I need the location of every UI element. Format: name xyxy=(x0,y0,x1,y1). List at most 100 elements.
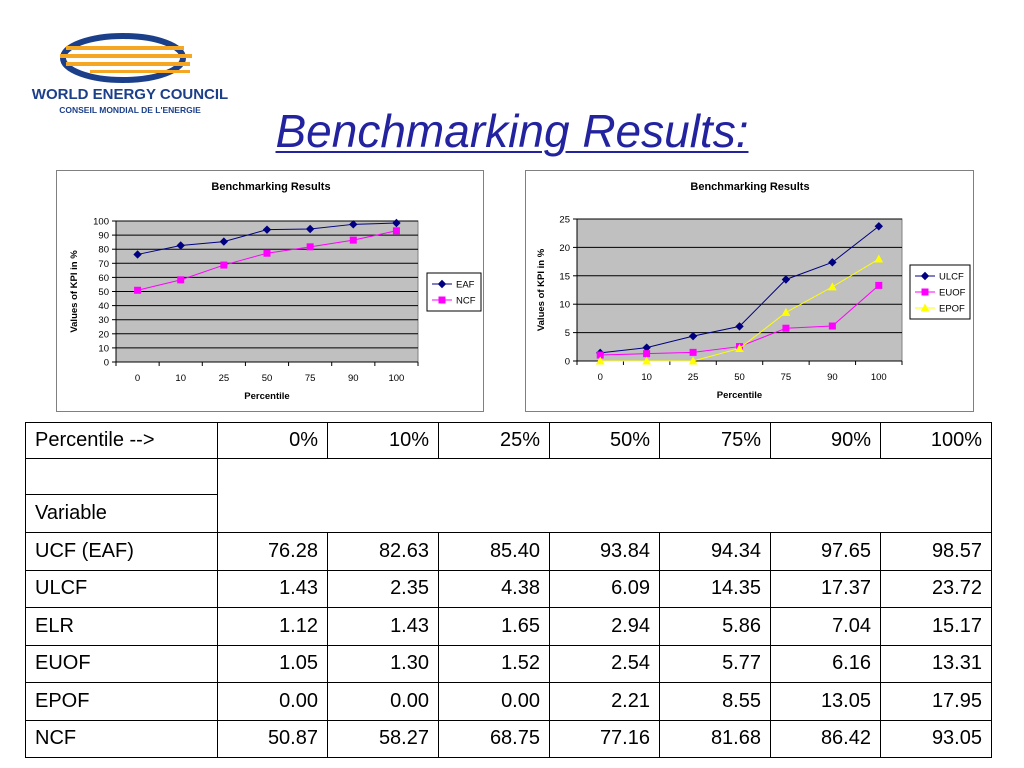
x-tick-label: 10 xyxy=(641,372,652,383)
value-cell: 1.05 xyxy=(217,644,328,683)
data-point xyxy=(306,243,314,251)
data-point xyxy=(219,237,229,246)
table-row: NCF 50.87 58.27 68.75 77.16 81.68 86.42 93.05 xyxy=(25,719,992,758)
table-spacer-row xyxy=(25,458,992,533)
y-tick-label: 0 xyxy=(104,358,109,369)
value-cell: 93.05 xyxy=(880,719,992,758)
percentile-header: 50% xyxy=(549,422,660,459)
org-subtitle: CONSEIL MONDIAL DE L'ENERGIE xyxy=(59,105,201,115)
value-cell: 1.12 xyxy=(217,607,328,646)
value-cell: 50.87 xyxy=(217,719,328,758)
globe-logo-icon xyxy=(60,33,192,83)
legend-marker xyxy=(920,271,930,281)
chart-eaf-ncf: Benchmarking Results 0 10 20 30 40 50 60 70 80 90 1… xyxy=(56,170,484,412)
data-point xyxy=(263,249,271,257)
legend-marker xyxy=(437,279,447,289)
value-cell: 77.16 xyxy=(549,719,660,758)
value-cell: 82.63 xyxy=(327,532,439,571)
percentile-header: 25% xyxy=(438,422,550,459)
spacer-cell xyxy=(25,458,218,495)
value-cell: 0.00 xyxy=(217,682,328,721)
data-point xyxy=(735,322,744,331)
value-cell: 15.17 xyxy=(880,607,992,646)
merged-empty-cell xyxy=(217,458,992,533)
x-axis-label: Percentile xyxy=(717,390,762,401)
legend-box xyxy=(426,272,482,312)
value-cell: 6.16 xyxy=(770,644,881,683)
plot-area xyxy=(576,218,903,362)
value-cell: 76.28 xyxy=(217,532,328,571)
x-tick-label: 75 xyxy=(305,373,316,384)
variable-name-cell: ULCF xyxy=(25,569,218,608)
data-point xyxy=(176,241,185,250)
table-row: ULCF 1.43 2.35 4.38 6.09 14.35 17.37 23.72 xyxy=(25,569,992,608)
data-point xyxy=(392,227,400,235)
wec-logo: WORLD ENERGY COUNCIL CONSEIL MONDIAL DE … xyxy=(30,32,230,122)
page-title: Benchmarking Results: xyxy=(275,105,749,157)
y-tick-label: 10 xyxy=(98,343,109,354)
table-row: ELR 1.12 1.43 1.65 2.94 5.86 7.04 15.17 xyxy=(25,607,992,646)
value-cell: 1.52 xyxy=(438,644,550,683)
value-cell: 86.42 xyxy=(770,719,881,758)
data-point xyxy=(781,307,791,316)
data-point xyxy=(689,348,697,356)
value-cell: 58.27 xyxy=(327,719,439,758)
data-point xyxy=(875,281,883,289)
kpi-table: Percentile --> 0% 10% 25% 50% 75% 90% 10… xyxy=(25,422,992,758)
data-point xyxy=(828,322,836,330)
value-cell: 93.84 xyxy=(549,532,660,571)
percentile-header: 90% xyxy=(770,422,881,459)
data-point xyxy=(781,275,791,284)
percentile-header: 10% xyxy=(327,422,439,459)
value-cell: 2.35 xyxy=(327,569,439,608)
legend-label: ULCF xyxy=(939,272,964,283)
data-point xyxy=(874,254,884,263)
data-point xyxy=(642,356,651,365)
y-tick-label: 10 xyxy=(559,300,570,311)
data-point xyxy=(392,218,401,228)
value-cell: 23.72 xyxy=(880,569,992,608)
data-point xyxy=(643,350,651,358)
value-cell: 5.86 xyxy=(659,607,771,646)
value-cell: 13.31 xyxy=(880,644,992,683)
variable-header-row: Variable xyxy=(25,494,992,533)
value-cell: 1.43 xyxy=(217,569,328,608)
legend-marker xyxy=(920,303,930,312)
x-tick-label: 90 xyxy=(348,373,359,384)
chart-ulcf-euof-epof-svg: Benchmarking Results 0 5 10 15 20 25 0 10 25 50 75 9… xyxy=(536,181,971,401)
value-cell: 1.43 xyxy=(327,607,439,646)
legend-label: EAF xyxy=(456,280,475,291)
data-point xyxy=(177,276,185,284)
table-row: EUOF 1.05 1.30 1.52 2.54 5.77 6.16 13.31 xyxy=(25,644,992,683)
y-tick-label: 0 xyxy=(565,357,570,368)
data-point xyxy=(133,250,142,259)
y-tick-label: 15 xyxy=(559,271,570,282)
y-tick-label: 20 xyxy=(559,243,570,254)
chart-title: Benchmarking Results xyxy=(211,181,330,193)
data-point xyxy=(134,286,142,294)
legend-marker xyxy=(921,288,929,296)
y-tick-label: 30 xyxy=(98,315,109,326)
x-tick-label: 0 xyxy=(135,373,140,384)
x-tick-label: 25 xyxy=(219,373,230,384)
variable-name-cell: EUOF xyxy=(25,644,218,683)
value-cell: 4.38 xyxy=(438,569,550,608)
value-cell: 98.57 xyxy=(880,532,992,571)
y-tick-label: 100 xyxy=(93,217,109,228)
x-tick-label: 10 xyxy=(175,373,186,384)
y-tick-label: 60 xyxy=(98,273,109,284)
series-eaf xyxy=(133,218,401,259)
data-point xyxy=(828,258,837,267)
data-point xyxy=(688,356,698,365)
variable-name-cell: UCF (EAF) xyxy=(25,532,218,571)
value-cell: 85.40 xyxy=(438,532,550,571)
x-tick-label: 25 xyxy=(688,372,699,383)
value-cell: 94.34 xyxy=(659,532,771,571)
value-cell: 2.94 xyxy=(549,607,660,646)
value-cell: 13.05 xyxy=(770,682,881,721)
y-tick-label: 25 xyxy=(559,215,570,226)
percentile-header: 75% xyxy=(659,422,771,459)
org-name: WORLD ENERGY COUNCIL xyxy=(31,86,229,103)
value-cell: 6.09 xyxy=(549,569,660,608)
x-tick-label: 90 xyxy=(827,372,838,383)
